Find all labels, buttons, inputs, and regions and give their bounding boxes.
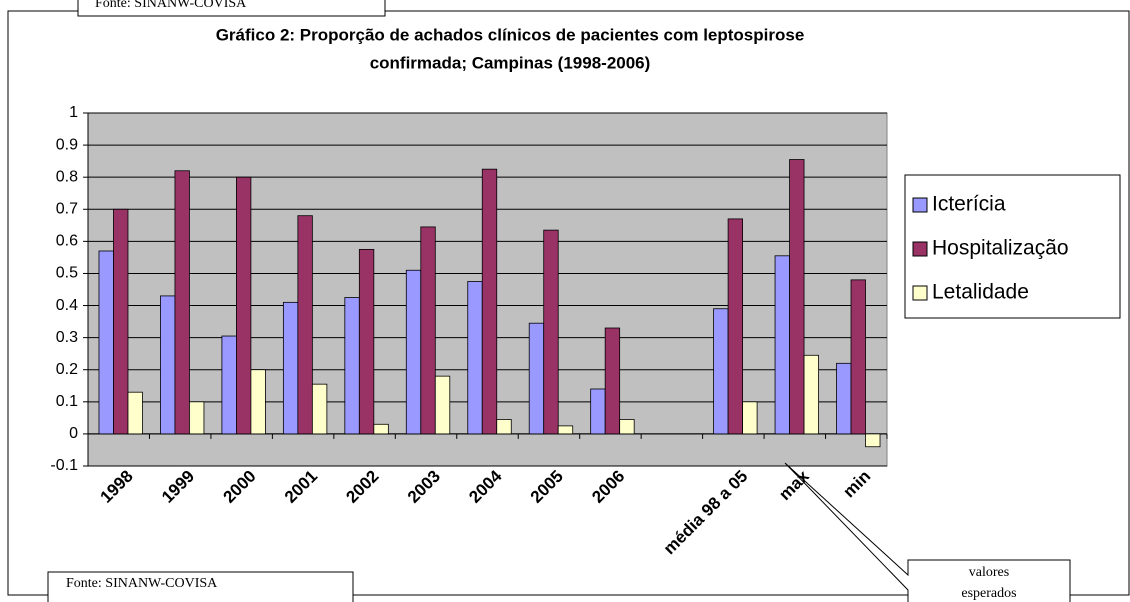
bar [604, 327, 621, 435]
source-text: Fonte: SINANW-COVISA [95, 0, 247, 11]
bar [113, 208, 129, 435]
y-tick-label: 0.8 [56, 168, 78, 185]
bar [481, 168, 498, 435]
bar [774, 255, 790, 435]
legend [904, 174, 1121, 319]
bar [189, 401, 205, 435]
y-tick-label: 0.1 [56, 393, 78, 410]
bar [467, 281, 483, 435]
bar [311, 383, 328, 435]
legend-swatch [912, 197, 928, 213]
y-tick-label: -0.1 [50, 457, 78, 474]
bar [282, 301, 299, 435]
bar [727, 218, 743, 435]
callout-box [784, 462, 1071, 602]
y-tick-label: 0.2 [56, 361, 78, 378]
bar [789, 159, 805, 435]
bar [344, 297, 360, 435]
bar [221, 335, 237, 435]
bar [557, 425, 574, 435]
bar [543, 229, 559, 435]
bar [236, 176, 252, 435]
bar [174, 170, 190, 435]
bar [98, 250, 114, 435]
bar [619, 419, 635, 435]
bar [250, 369, 266, 435]
bar [836, 362, 852, 435]
callout-text: valores [969, 565, 1009, 580]
y-tick-label: 0.7 [56, 200, 78, 217]
legend-label: Letalidade [932, 281, 1029, 304]
legend-swatch [912, 285, 928, 301]
source-box [47, 571, 354, 602]
legend-label: Icterícia [932, 193, 1006, 216]
bar [160, 295, 176, 435]
source-text: Fonte: SINANW-COVISA [66, 576, 218, 591]
bar [713, 308, 729, 435]
y-tick-label: 0.5 [56, 265, 78, 282]
bar [528, 322, 545, 435]
source-box [77, 0, 386, 17]
bar [358, 248, 375, 435]
y-tick-label: 0.9 [56, 136, 78, 153]
bar [405, 269, 422, 435]
y-tick-label: 0.6 [56, 233, 78, 250]
y-tick-label: 0.4 [56, 297, 78, 314]
bar [434, 375, 451, 435]
bar [297, 215, 313, 435]
y-tick-label: 0 [69, 425, 78, 442]
bar [742, 401, 758, 435]
callout-text: esperados [961, 586, 1016, 601]
bar [373, 423, 389, 435]
bar [865, 433, 881, 448]
y-tick-label: 1 [69, 104, 78, 121]
bar [590, 388, 606, 435]
legend-label: Hospitalização [932, 237, 1069, 260]
bar [496, 419, 512, 435]
bar [850, 279, 866, 435]
bar [420, 226, 436, 435]
legend-swatch [912, 241, 928, 257]
bar [127, 391, 143, 435]
chart-title: Gráfico 2: Proporção de achados clínicos… [216, 25, 805, 44]
bar [803, 354, 819, 435]
y-tick-label: 0.3 [56, 329, 78, 346]
chart-title: confirmada; Campinas (1998-2006) [370, 53, 651, 72]
